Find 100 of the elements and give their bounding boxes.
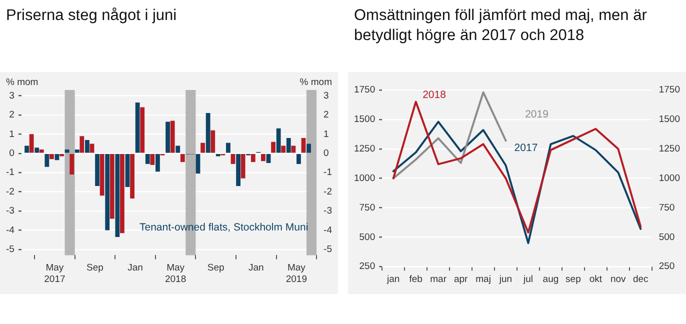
chart-title: Omsättningen föll jämfört med maj, men är betydligt högre än 2017 och 2018	[354, 6, 648, 46]
bar	[271, 142, 276, 153]
bar	[286, 138, 291, 153]
y2-tick-label: -4	[324, 224, 332, 236]
bar	[80, 136, 84, 153]
bar	[90, 144, 94, 153]
y2-tick-label: -1	[324, 167, 332, 178]
bar	[216, 154, 220, 156]
x-tick-label: apr	[454, 274, 468, 285]
bar	[236, 154, 240, 186]
bar	[145, 154, 150, 164]
bar	[281, 146, 286, 153]
y-tick-label: 250	[359, 261, 376, 272]
bar	[100, 154, 104, 196]
y-tick-label: 1250	[354, 143, 376, 154]
bar	[156, 154, 160, 172]
y2-tick-label: 750	[658, 202, 675, 214]
y2-tick-label: 250	[658, 261, 675, 272]
bar	[276, 128, 281, 153]
bar	[70, 154, 74, 175]
bar	[85, 140, 90, 153]
y-tick-label: 3	[9, 90, 14, 102]
x-tick-label: May 2017	[44, 262, 66, 285]
bar	[74, 150, 80, 153]
text: 2019	[525, 108, 549, 121]
x-tick-label: dec	[632, 274, 649, 285]
bar	[266, 154, 271, 163]
x-tick-label: mar	[430, 274, 447, 285]
bar	[291, 146, 296, 153]
bar	[44, 154, 50, 167]
series-label: 2017	[514, 142, 538, 154]
y-tick-label: 1000	[354, 172, 376, 184]
bar	[64, 150, 70, 153]
bar	[226, 142, 230, 153]
y2-tick-label: -3	[324, 206, 332, 217]
bar	[135, 102, 140, 153]
x-tick-label: Sep	[207, 262, 224, 274]
y2-tick-label: 1750	[658, 84, 680, 96]
bar	[24, 146, 29, 153]
bar	[196, 154, 200, 174]
y-tick-label: -5	[6, 244, 14, 256]
bar	[210, 130, 216, 153]
bar	[301, 138, 306, 153]
bar	[105, 154, 110, 230]
y2-tick-label: 1000	[658, 172, 680, 184]
bar	[166, 122, 170, 153]
bar	[29, 134, 34, 153]
x-tick-label: nov	[610, 274, 626, 285]
y2-tick-label: 3	[324, 90, 329, 102]
x-tick-label: Jan	[128, 262, 143, 274]
y-tick-label: 1750	[354, 84, 376, 96]
bar	[39, 150, 44, 153]
x-tick-label: jan	[386, 274, 400, 285]
bar	[125, 154, 130, 188]
x-tick-label: sep	[566, 274, 581, 285]
y2-tick-label: -5	[324, 244, 332, 256]
y-tick-label: -2	[6, 186, 14, 198]
bar	[240, 154, 246, 178]
bar	[206, 113, 210, 153]
bar	[176, 146, 180, 153]
x-tick-label: maj	[476, 274, 491, 285]
x-tick-label: feb	[409, 274, 422, 285]
y2-tick-label: -2	[324, 186, 332, 198]
series-label: 2018	[422, 89, 446, 102]
bar	[296, 154, 301, 164]
x-tick-label: Jan	[248, 262, 264, 274]
bar	[170, 120, 175, 153]
y-tick-label: 1	[9, 128, 14, 140]
series-label: Tenant-owned flats, Stockholm Muni	[139, 221, 308, 234]
bar	[95, 154, 100, 186]
bar	[60, 154, 64, 156]
bar	[34, 148, 40, 153]
x-tick-label: Sep	[86, 262, 104, 274]
y-tick-label: -3	[6, 206, 14, 217]
x-tick-label: May 2019	[286, 262, 307, 285]
bar	[50, 154, 54, 160]
bar	[180, 154, 185, 162]
y-tick-label: 0	[9, 148, 14, 160]
y2-tick-label: 1500	[658, 114, 680, 126]
bar	[200, 142, 205, 153]
bar	[306, 144, 311, 153]
bar	[130, 154, 134, 199]
x-tick-label: May 2018	[164, 262, 186, 285]
y2-tick-label: 1250	[658, 143, 680, 154]
x-tick-label: jul	[522, 274, 533, 285]
x-tick-label: jun	[498, 274, 512, 285]
y-tick-label: 1500	[354, 114, 376, 126]
bar	[115, 154, 120, 237]
bar	[140, 107, 145, 153]
bar	[120, 154, 124, 234]
y-tick-label: 750	[359, 202, 376, 214]
chart-title: Priserna steg något i juni	[6, 6, 178, 26]
y2-tick-label: 2	[324, 110, 329, 121]
y2-tick-label: 1	[324, 128, 329, 140]
y-tick-label: 2	[9, 110, 14, 121]
y-tick-label: -1	[6, 167, 14, 178]
y-tick-label: -4	[6, 224, 14, 236]
y2-tick-label: 0	[324, 148, 329, 160]
bar	[230, 154, 236, 164]
y2-tick-label: 500	[658, 232, 675, 243]
